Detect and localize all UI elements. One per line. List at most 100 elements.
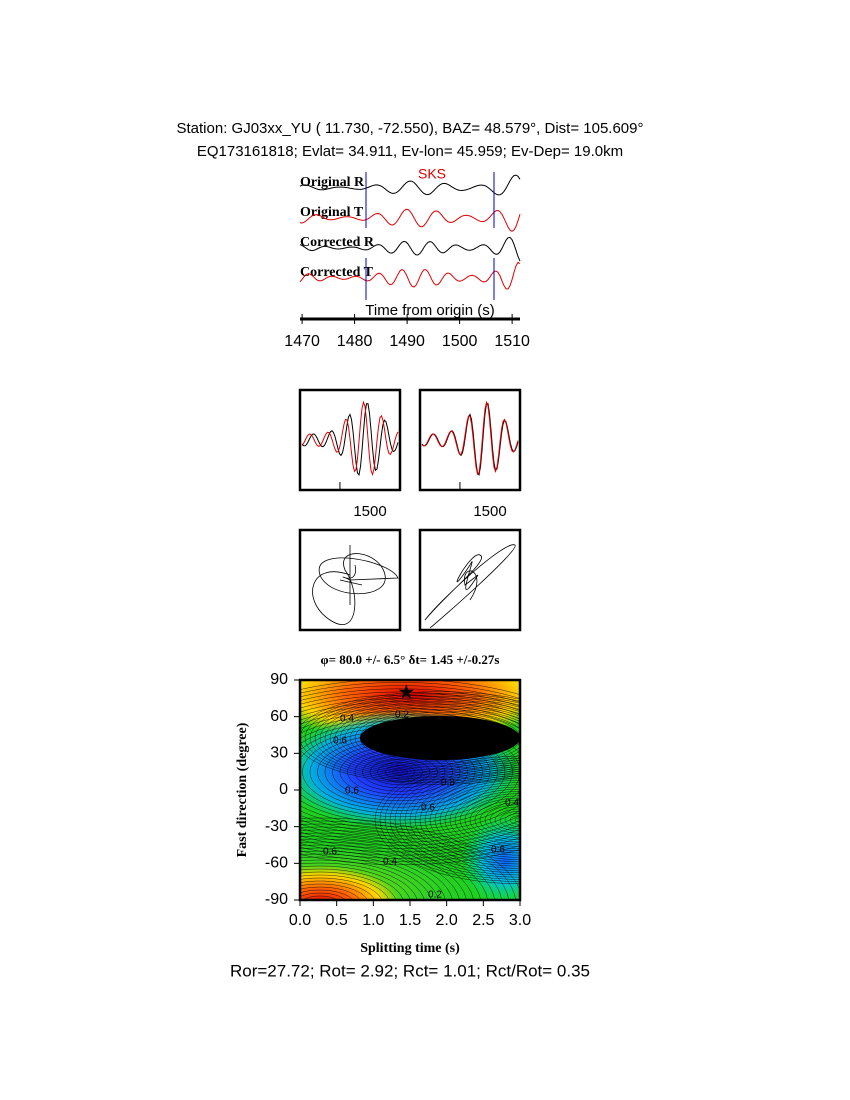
contour bbox=[300, 850, 446, 900]
contour bbox=[434, 782, 520, 858]
contour bbox=[309, 733, 491, 811]
window-waveform bbox=[421, 403, 519, 476]
tick-label: 1470 bbox=[284, 333, 320, 350]
contour bbox=[300, 714, 520, 830]
tick-label: 1510 bbox=[494, 333, 530, 350]
contour bbox=[300, 865, 411, 900]
header-line: EQ173161818; Evlat= 34.911, Ev-lon= 45.9… bbox=[197, 143, 623, 160]
contour bbox=[300, 693, 520, 783]
contour bbox=[300, 680, 520, 865]
contour bbox=[344, 707, 520, 769]
header-line: Station: GJ03xx_YU ( 11.730, -72.550), B… bbox=[177, 120, 644, 137]
contour bbox=[434, 736, 446, 740]
tick-label: 2.0 bbox=[436, 912, 458, 929]
contour bbox=[379, 758, 520, 882]
tick-label: -30 bbox=[265, 818, 288, 835]
contour-label: 0.4 bbox=[505, 798, 519, 809]
contour bbox=[399, 725, 481, 752]
contour-label: 0.2 bbox=[395, 710, 409, 721]
tick-label: -90 bbox=[265, 891, 288, 908]
tick-label: 0.5 bbox=[326, 912, 348, 929]
tick-label: 1.0 bbox=[362, 912, 384, 929]
contour bbox=[300, 717, 520, 827]
contour bbox=[419, 731, 461, 745]
contour bbox=[329, 702, 520, 774]
contour bbox=[300, 877, 383, 900]
waveform bbox=[299, 174, 521, 196]
contour bbox=[300, 685, 520, 859]
contour bbox=[300, 892, 346, 900]
contour bbox=[300, 874, 390, 900]
contour bbox=[300, 841, 467, 900]
misfit-map bbox=[300, 680, 520, 908]
particle-box bbox=[298, 528, 402, 632]
contour bbox=[300, 688, 520, 856]
contour bbox=[479, 802, 520, 838]
contour bbox=[304, 694, 520, 782]
tick-label: 1500 bbox=[473, 503, 506, 520]
contour bbox=[374, 717, 506, 760]
footer: Ror=27.72; Rot= 2.92; Rct= 1.01; Rct/Rot… bbox=[230, 961, 590, 980]
contour bbox=[300, 886, 361, 900]
contour bbox=[414, 773, 520, 867]
contour bbox=[377, 762, 423, 782]
contour bbox=[300, 835, 481, 900]
contour bbox=[449, 789, 520, 851]
axis-label: Time from origin (s) bbox=[365, 302, 494, 319]
contour bbox=[324, 739, 476, 805]
contour bbox=[300, 711, 520, 833]
contour bbox=[300, 832, 488, 900]
contour bbox=[314, 697, 520, 779]
tick-label: 30 bbox=[270, 745, 288, 762]
contour bbox=[359, 712, 520, 764]
contour bbox=[300, 695, 520, 849]
contour-label: 0.8 bbox=[417, 740, 431, 751]
contour bbox=[339, 705, 520, 771]
map-axes: 0.0 0.5 1.0 1.5 2.0 2.5 3.0 -90 -60 -30 0 30 60 90 0.4… bbox=[265, 671, 531, 929]
contour-label: 0.4 bbox=[340, 714, 354, 725]
contour bbox=[300, 859, 425, 900]
contour bbox=[302, 895, 338, 900]
contour bbox=[313, 902, 327, 908]
contour bbox=[419, 775, 520, 865]
contour bbox=[409, 728, 471, 748]
tick-label: 1.5 bbox=[399, 912, 421, 929]
contour bbox=[354, 752, 446, 792]
contour bbox=[384, 720, 496, 756]
contour-label: 0.2 bbox=[428, 890, 442, 901]
contour bbox=[424, 778, 520, 862]
contour bbox=[300, 871, 397, 900]
tick-label: -60 bbox=[265, 855, 288, 872]
contour bbox=[300, 853, 439, 900]
window-box bbox=[298, 388, 402, 492]
tick-label: 1480 bbox=[337, 333, 373, 350]
best-fit-star bbox=[398, 684, 414, 699]
contour bbox=[369, 759, 431, 786]
contour-label: 0.6 bbox=[345, 786, 359, 797]
contour bbox=[300, 707, 520, 837]
waveform bbox=[299, 261, 521, 290]
contour-label: 0.4 bbox=[440, 720, 454, 731]
contour bbox=[300, 829, 495, 900]
tick-label: 90 bbox=[270, 671, 288, 688]
contour bbox=[404, 769, 520, 871]
axis-label: Splitting time (s) bbox=[360, 941, 460, 956]
contour bbox=[300, 704, 520, 840]
contour bbox=[300, 838, 474, 900]
contour bbox=[389, 762, 520, 878]
contour bbox=[300, 883, 368, 900]
contour-label: 0.6 bbox=[323, 847, 337, 858]
trace-label: Original R bbox=[300, 175, 365, 190]
contour bbox=[464, 795, 520, 845]
contour bbox=[439, 784, 520, 856]
contour bbox=[414, 729, 466, 747]
contour bbox=[399, 767, 520, 873]
contour bbox=[484, 804, 520, 836]
contour bbox=[300, 844, 460, 900]
contour bbox=[300, 856, 432, 900]
contour bbox=[392, 768, 408, 776]
tick-label: 0.0 bbox=[289, 912, 311, 929]
contour-label: 0.6 bbox=[491, 845, 505, 856]
